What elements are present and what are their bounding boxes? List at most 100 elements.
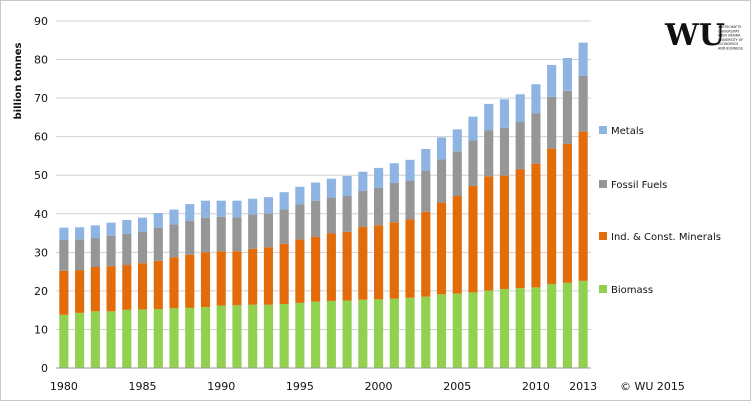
bar-ind-const-minerals-1985 [137, 263, 148, 310]
bar-ind-const-minerals-2002 [405, 219, 415, 298]
bar-metals-2011 [547, 64, 557, 97]
bar-biomass-1981 [75, 312, 85, 368]
y-tick-label: 70 [34, 92, 48, 105]
bar-biomass-2007 [484, 290, 494, 368]
x-tick-label: 2010 [522, 380, 550, 393]
bar-fossil-fuels-1997 [326, 197, 336, 234]
bar-biomass-2006 [468, 292, 478, 368]
bar-ind-const-minerals-1982 [90, 266, 100, 312]
bar-biomass-1985 [137, 309, 148, 368]
bar-fossil-fuels-1999 [358, 191, 368, 227]
y-tick-label: 40 [34, 208, 48, 221]
bar-metals-1993 [263, 197, 273, 214]
bar-biomass-1991 [232, 305, 242, 368]
bar-ind-const-minerals-2006 [468, 186, 478, 293]
bar-biomass-2012 [562, 282, 572, 368]
x-axis-ticks: 1980 1985 1990 1995 2000 2005 2010 2013 [50, 380, 597, 393]
bar-fossil-fuels-1995 [295, 204, 305, 240]
bar-metals-2001 [389, 163, 399, 183]
bar-biomass-1988 [185, 307, 195, 368]
bar-ind-const-minerals-2004 [436, 202, 447, 295]
logo-text-line: WIRTSCHAFTS [718, 25, 741, 29]
legend-label: Biomass [611, 285, 653, 296]
bar-ind-const-minerals-1981 [75, 270, 85, 313]
bar-ind-const-minerals-2013 [578, 131, 588, 281]
bar-fossil-fuels-1988 [185, 220, 195, 255]
bar-ind-const-minerals-1989 [200, 252, 211, 308]
bar-fossil-fuels-1998 [342, 196, 352, 232]
bar-biomass-2004 [436, 294, 447, 368]
x-tick-label: 1990 [207, 380, 235, 393]
bar-metals-2007 [484, 103, 494, 131]
bar-metals-2005 [452, 129, 462, 152]
legend: Metals Fossil Fuels Ind. & Const. Minerals… [599, 126, 721, 296]
bar-fossil-fuels-1983 [106, 235, 116, 267]
bar-metals-2002 [405, 159, 415, 181]
bar-fossil-fuels-2003 [421, 170, 431, 212]
bar-ind-const-minerals-2011 [547, 148, 557, 284]
x-tick-label: 1980 [50, 380, 78, 393]
bar-fossil-fuels-2007 [484, 130, 494, 177]
bar-metals-1981 [75, 227, 85, 240]
bar-biomass-2011 [547, 283, 557, 368]
bar-fossil-fuels-2013 [578, 75, 588, 132]
bar-metals-1991 [232, 200, 242, 218]
bar-ind-const-minerals-2007 [484, 176, 494, 291]
legend-swatch [599, 232, 607, 240]
logo-text-line: ECONOMICS [718, 42, 738, 46]
bar-metals-1984 [122, 219, 132, 234]
bar-ind-const-minerals-2010 [531, 163, 541, 288]
bar-biomass-2010 [531, 287, 541, 368]
x-tick-label: 2005 [443, 380, 471, 393]
bar-biomass-1999 [358, 299, 368, 368]
bar-ind-const-minerals-1998 [342, 231, 352, 301]
bar-ind-const-minerals-2001 [389, 222, 399, 299]
bar-biomass-1992 [248, 304, 258, 368]
bar-biomass-1980 [59, 314, 69, 368]
bar-fossil-fuels-1991 [232, 217, 242, 252]
logo-mark: WU [664, 18, 725, 53]
bar-ind-const-minerals-2008 [499, 175, 510, 289]
y-tick-label: 60 [34, 131, 48, 144]
bar-metals-1980 [59, 227, 69, 240]
y-axis-label: billion tonnes [13, 42, 24, 119]
bar-fossil-fuels-1996 [311, 200, 321, 237]
bar-fossil-fuels-1989 [200, 217, 211, 253]
bar-metals-1994 [279, 192, 289, 210]
bar-ind-const-minerals-1992 [248, 248, 258, 305]
bar-biomass-2009 [515, 288, 525, 368]
logo-text-line: UNIVERSITÄT [718, 28, 740, 33]
bar-ind-const-minerals-1996 [311, 236, 321, 302]
legend-swatch [599, 285, 607, 293]
legend-label: Metals [611, 126, 644, 137]
bar-ind-const-minerals-2003 [421, 211, 431, 297]
bar-fossil-fuels-1990 [216, 216, 226, 252]
bar-metals-1999 [358, 171, 368, 192]
bar-metals-1982 [90, 225, 100, 239]
bar-biomass-2008 [499, 288, 510, 368]
bar-ind-const-minerals-2005 [452, 196, 462, 294]
bar-ind-const-minerals-2009 [515, 169, 525, 289]
legend-swatch [599, 126, 607, 134]
bar-ind-const-minerals-1999 [358, 226, 368, 300]
y-tick-label: 50 [34, 169, 48, 182]
bar-metals-2010 [531, 84, 541, 114]
bar-ind-const-minerals-1988 [185, 254, 195, 308]
bar-fossil-fuels-1984 [122, 233, 132, 266]
bar-ind-const-minerals-2012 [562, 143, 572, 283]
bar-metals-1985 [137, 217, 148, 232]
bar-biomass-2001 [389, 298, 399, 368]
bar-fossil-fuels-1982 [90, 238, 100, 267]
bar-biomass-2005 [452, 293, 462, 368]
bar-biomass-2000 [374, 299, 384, 368]
bar-metals-1983 [106, 222, 116, 236]
bar-metals-1987 [169, 209, 179, 225]
y-axis-ticks: 0 10 20 30 40 50 60 70 80 90 [34, 15, 48, 375]
bar-ind-const-minerals-2000 [374, 225, 384, 300]
bar-ind-const-minerals-1980 [59, 270, 69, 315]
bar-biomass-1982 [90, 311, 100, 368]
x-tick-label: 2013 [569, 380, 597, 393]
bar-biomass-1997 [326, 300, 336, 368]
